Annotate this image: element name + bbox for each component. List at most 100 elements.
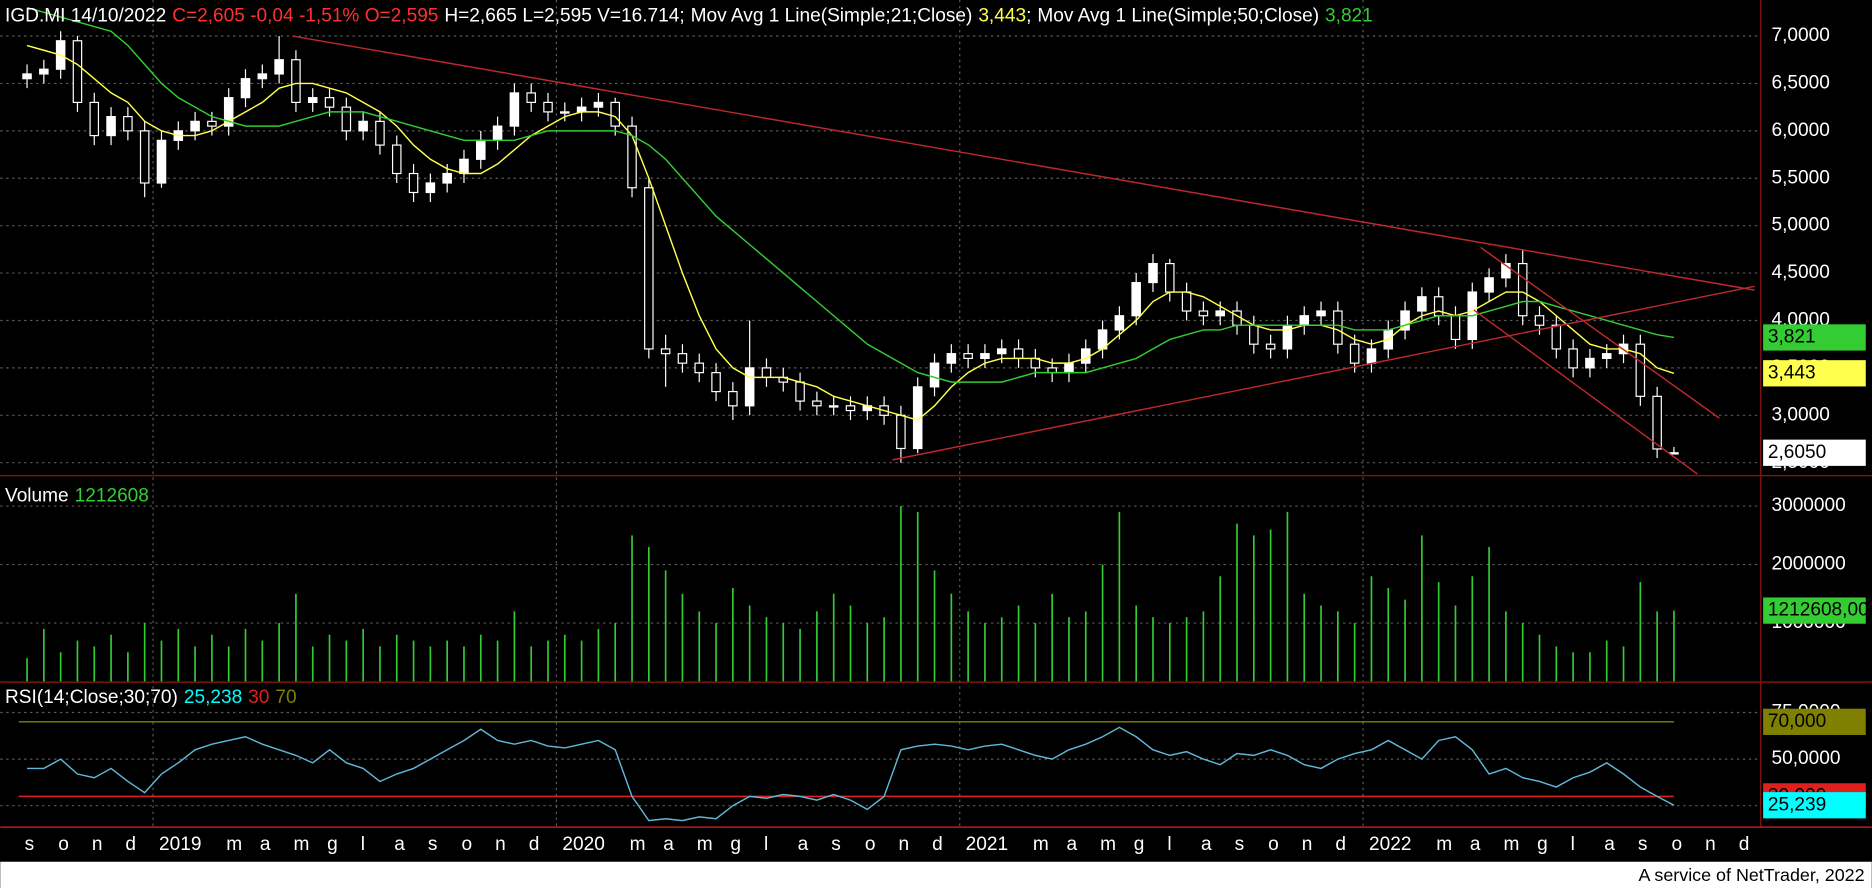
x-tick-label: m	[1436, 834, 1452, 855]
candle-body	[408, 172, 419, 194]
header-part: IGD.MI 14/10/2022	[5, 6, 166, 27]
x-tick-label: s	[831, 834, 841, 855]
candle-body	[1299, 315, 1310, 326]
candle-body	[257, 73, 268, 80]
frame	[0, 0, 1872, 829]
x-tick-label: a	[798, 834, 809, 855]
panel-header: RSI(14;Close;30;70) 25,238 30 70	[5, 687, 297, 708]
volume-value-box	[1763, 597, 1866, 624]
x-tick-label: o	[462, 834, 473, 855]
candle-body	[39, 68, 49, 75]
trendline	[1480, 246, 1720, 419]
level-value-box-label: 70,000	[1768, 711, 1826, 732]
candle-body	[795, 381, 805, 402]
candle-body	[1013, 348, 1024, 360]
candle-body	[560, 111, 570, 114]
y-tick-label: 3000000	[1771, 495, 1845, 516]
x-tick-label: 2021	[966, 834, 1008, 855]
header-part: Mov Avg 1 Line(Simple;21;Close)	[691, 6, 973, 27]
candle-body	[274, 59, 284, 75]
background	[0, 0, 1871, 862]
x-tick-label: o	[1268, 834, 1279, 855]
candle-body	[1433, 296, 1444, 317]
candle-body	[358, 120, 368, 132]
candle-body	[912, 386, 923, 450]
x-tick-label: s	[428, 834, 438, 855]
candle-body	[812, 400, 822, 407]
y-tick-label: 7,0000	[1771, 25, 1829, 46]
moving-average-line	[26, 6, 1675, 383]
x-tick-label: o	[58, 834, 69, 855]
candle-body	[1669, 452, 1679, 455]
candle-body	[744, 367, 755, 407]
x-tick-label: l	[1571, 834, 1575, 855]
x-tick-label: a	[663, 834, 674, 855]
x-tick-label: 2022	[1369, 834, 1411, 855]
rsi-value-box	[1763, 792, 1866, 819]
candle-body	[526, 92, 536, 103]
candle-body	[1198, 310, 1209, 317]
candle-body	[1601, 353, 1612, 360]
x-tick-label: m	[293, 834, 309, 855]
candle-body	[996, 348, 1007, 355]
candle-body	[156, 139, 167, 184]
candle-body	[442, 172, 452, 184]
x-tick-label: a	[1201, 834, 1212, 855]
candle-body	[425, 182, 436, 194]
candle-body	[1265, 343, 1276, 350]
price-panel	[22, 6, 1755, 475]
candle-body	[1450, 315, 1461, 341]
rsi-value-box-label: 25,239	[1768, 794, 1826, 815]
close-value-box-label: 2,6050	[1768, 442, 1826, 463]
x-tick-label: n	[495, 834, 506, 855]
y-tick-label: 5,5000	[1771, 167, 1829, 188]
panel-header: IGD.MI 14/10/2022 C=2,605 -0,04 -1,51% O=…	[5, 6, 1373, 27]
candle-body	[123, 116, 133, 132]
x-tick-label: m	[1100, 834, 1116, 855]
candle-body	[644, 187, 654, 350]
y-tick-label: 2000000	[1771, 554, 1845, 575]
x-tick-label: n	[898, 834, 909, 855]
candle-body	[593, 101, 604, 108]
candle-body	[1551, 324, 1562, 350]
candle-body	[980, 353, 990, 360]
x-tick-label: a	[1470, 834, 1481, 855]
x-tick-label: m	[1033, 834, 1049, 855]
header-part: C=2,605 -0,04 -1,51% O=2,595	[172, 6, 438, 27]
moving-average-line	[26, 44, 1675, 421]
x-tick-label: d	[932, 834, 943, 855]
x-tick-label: s	[1638, 834, 1648, 855]
candle-body	[1585, 357, 1595, 369]
x-tick-label: a	[1067, 834, 1078, 855]
x-tick-label: d	[1739, 834, 1750, 855]
y-tick-label: 3,0000	[1771, 404, 1829, 425]
candle-body	[1316, 310, 1326, 317]
header-part: 30	[248, 687, 269, 708]
ma-value-box	[1763, 324, 1866, 351]
candle-body	[106, 116, 116, 137]
header-part: ;	[1026, 6, 1031, 27]
candle-body	[1501, 262, 1511, 279]
candle-body	[291, 59, 301, 103]
headers: IGD.MI 14/10/2022 C=2,605 -0,04 -1,51% O=…	[5, 6, 1373, 709]
volume-panel	[26, 506, 1675, 682]
candle-body	[1148, 262, 1158, 284]
candle-body	[828, 405, 839, 408]
x-tick-label: 2019	[159, 834, 201, 855]
candle-body	[1652, 395, 1662, 450]
candle-body	[1635, 343, 1646, 397]
candle-body	[207, 120, 217, 127]
candle-body	[1366, 348, 1377, 364]
x-tick-label: d	[1335, 834, 1346, 855]
x-tick-label: m	[630, 834, 646, 855]
candle-body	[375, 120, 385, 146]
header-part: Volume	[5, 486, 69, 507]
header-part: RSI(14;Close;30;70)	[5, 687, 178, 708]
x-tick-label: l	[361, 834, 365, 855]
trendline	[292, 35, 1755, 291]
candle-body	[946, 353, 957, 364]
candle-body	[963, 353, 973, 360]
candle-body	[324, 97, 335, 108]
